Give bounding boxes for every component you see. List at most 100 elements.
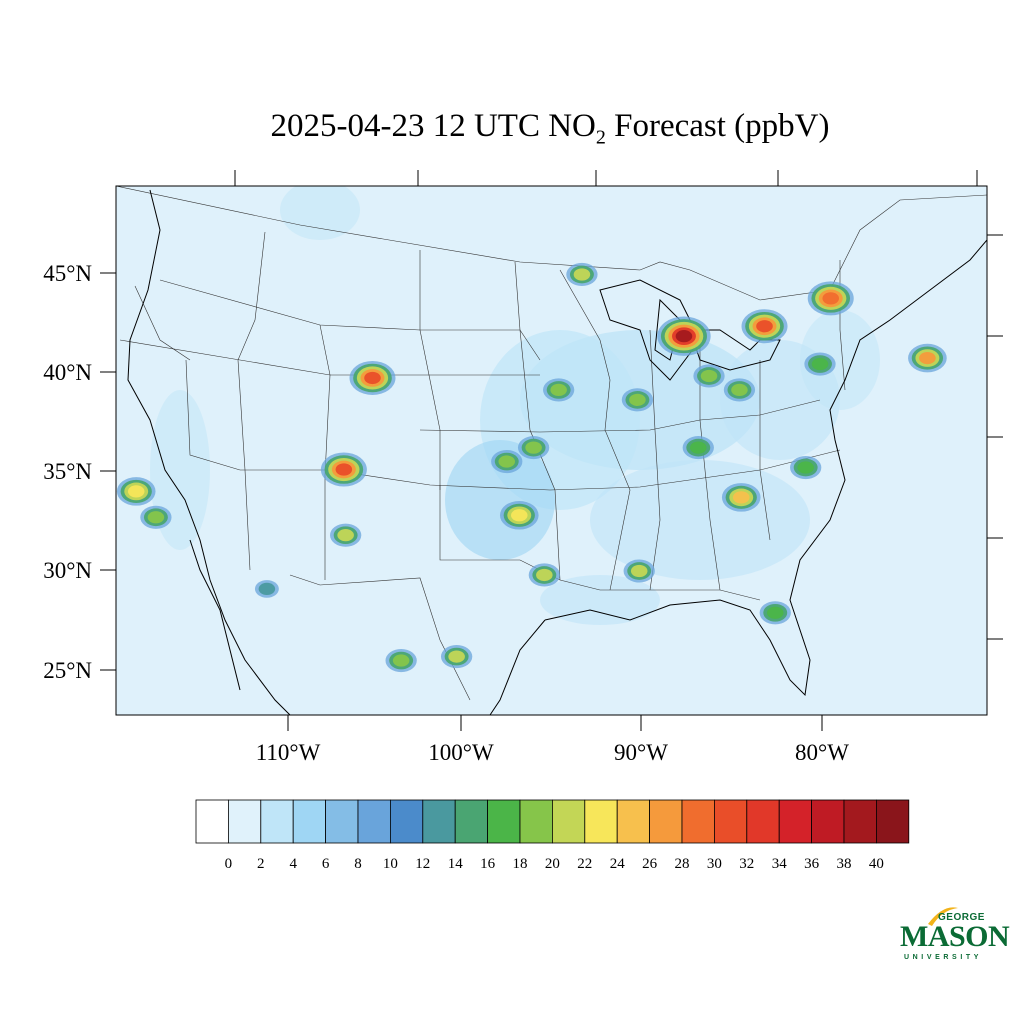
colorbar-swatch: [227, 799, 262, 844]
hotspot: [623, 559, 655, 583]
lat-label-35n: 35°N: [43, 459, 92, 484]
colorbar-swatch: [811, 799, 845, 844]
hotspot-contour: [630, 564, 648, 578]
colorbar-tick-label: 14: [448, 856, 464, 872]
title-subscript: 2: [595, 126, 606, 149]
logo-line3: UNIVERSITY: [904, 954, 983, 961]
hotspot: [621, 388, 654, 412]
hotspot-contour: [629, 393, 646, 406]
colorbar-swatch: [195, 799, 229, 844]
hotspot-contour: [525, 441, 542, 454]
hotspot: [723, 378, 756, 402]
colorbar-tick-label: 30: [707, 856, 722, 872]
map-frame: [115, 185, 988, 716]
colorbar: [195, 799, 910, 844]
colorbar-tick-label: 4: [289, 856, 297, 872]
hotspot: [349, 360, 396, 395]
hotspot: [528, 563, 560, 587]
hotspot: [807, 281, 854, 316]
map-ticks: [100, 170, 1003, 731]
hotspot: [682, 436, 714, 460]
colorbar-swatch: [746, 799, 780, 844]
hotspot-contour: [147, 511, 165, 524]
colorbar-tick-label: 6: [322, 856, 330, 872]
hotspot-contour: [335, 463, 353, 476]
hotspot: [517, 436, 550, 460]
colorbar-swatch: [681, 799, 715, 844]
hotspot: [759, 601, 791, 625]
no2-hotspots: [44, 136, 947, 673]
colorbar-swatch: [389, 799, 424, 844]
hotspot-contour: [192, 139, 231, 168]
lat-label-45n: 45°N: [43, 261, 92, 286]
colorbar-tick-label: 28: [675, 856, 690, 872]
colorbar-swatch: [714, 799, 748, 844]
logo-line2: MASON: [900, 920, 1010, 953]
hotspot-contour: [498, 455, 516, 468]
colorbar-swatch: [778, 799, 813, 844]
hotspot: [908, 343, 947, 373]
hotspot: [320, 452, 367, 487]
colorbar-tick-label: 16: [480, 856, 496, 872]
hotspot: [491, 449, 523, 474]
lon-label-80w: 80°W: [795, 740, 849, 765]
hotspot: [566, 262, 598, 287]
longitude-labels: 110°W 100°W 90°W 80°W: [256, 740, 850, 765]
colorbar-tick-label: 10: [383, 856, 398, 872]
title-prefix: 2025-04-23 12 UTC NO: [270, 108, 596, 144]
hotspot-contour: [44, 206, 83, 235]
hotspot-contour: [392, 654, 410, 667]
hotspot-contour: [196, 142, 227, 165]
hotspot: [790, 455, 822, 480]
hotspot: [693, 364, 725, 388]
colorbar-swatch: [552, 799, 586, 844]
colorbar-tick-label: 38: [837, 856, 852, 872]
colorbar-tick-label: 2: [257, 856, 265, 872]
hotspot-contour: [337, 529, 354, 542]
coastlines: [127, 189, 987, 715]
hotspot: [330, 523, 362, 547]
colorbar-swatch: [454, 799, 489, 844]
hotspot-contour: [675, 330, 693, 343]
hotspot: [499, 501, 539, 530]
hotspot: [721, 483, 761, 512]
colorbar-tick-label: 22: [577, 856, 592, 872]
colorbar-swatch: [357, 799, 391, 844]
hotspot-contour: [732, 491, 750, 504]
hotspot: [44, 206, 83, 235]
hotspot: [440, 645, 473, 669]
map-title: 2025-04-23 12 UTC NO2 Forecast (ppbV): [0, 108, 1024, 150]
hotspot-contour: [127, 485, 145, 498]
hotspot-contour: [731, 383, 748, 397]
colorbar-labels: 0 2 4 6 8 10 12 14 16 18 20 22 24 26 28 30 32 34 36 38 40: [225, 856, 884, 872]
hotspot-contour: [188, 136, 234, 170]
hotspot-contour: [199, 144, 223, 162]
colorbar-tick-label: 8: [354, 856, 362, 872]
hotspot: [254, 580, 279, 598]
hotspot-contour: [511, 509, 528, 522]
hotspot-contour: [573, 268, 591, 281]
colorbar-swatch: [649, 799, 683, 844]
colorbar-tick-label: 34: [772, 856, 788, 872]
colorbar-swatch: [584, 799, 618, 844]
hotspot-contour: [47, 209, 78, 232]
logo-leaf-icon: [928, 907, 958, 926]
colorbar-swatch: [422, 799, 456, 844]
hotspot: [804, 352, 836, 376]
lat-label-25n: 25°N: [43, 658, 92, 683]
hotspot: [543, 378, 575, 402]
colorbar-swatch: [325, 799, 359, 844]
hotspot-contour: [51, 212, 75, 230]
hotspot-contour: [364, 371, 381, 385]
hotspot-contour: [700, 369, 718, 383]
colorbar-tick-label: 26: [642, 856, 658, 872]
hotspot-contour: [756, 320, 773, 333]
hotspot-contour: [55, 215, 72, 227]
colorbar-swatch: [292, 799, 327, 844]
colorbar-swatch: [616, 799, 651, 844]
hotspot: [116, 477, 156, 506]
colorbar-swatch: [876, 799, 910, 844]
logo-line1: GEORGE: [938, 912, 985, 923]
lat-label-30n: 30°N: [43, 558, 92, 583]
